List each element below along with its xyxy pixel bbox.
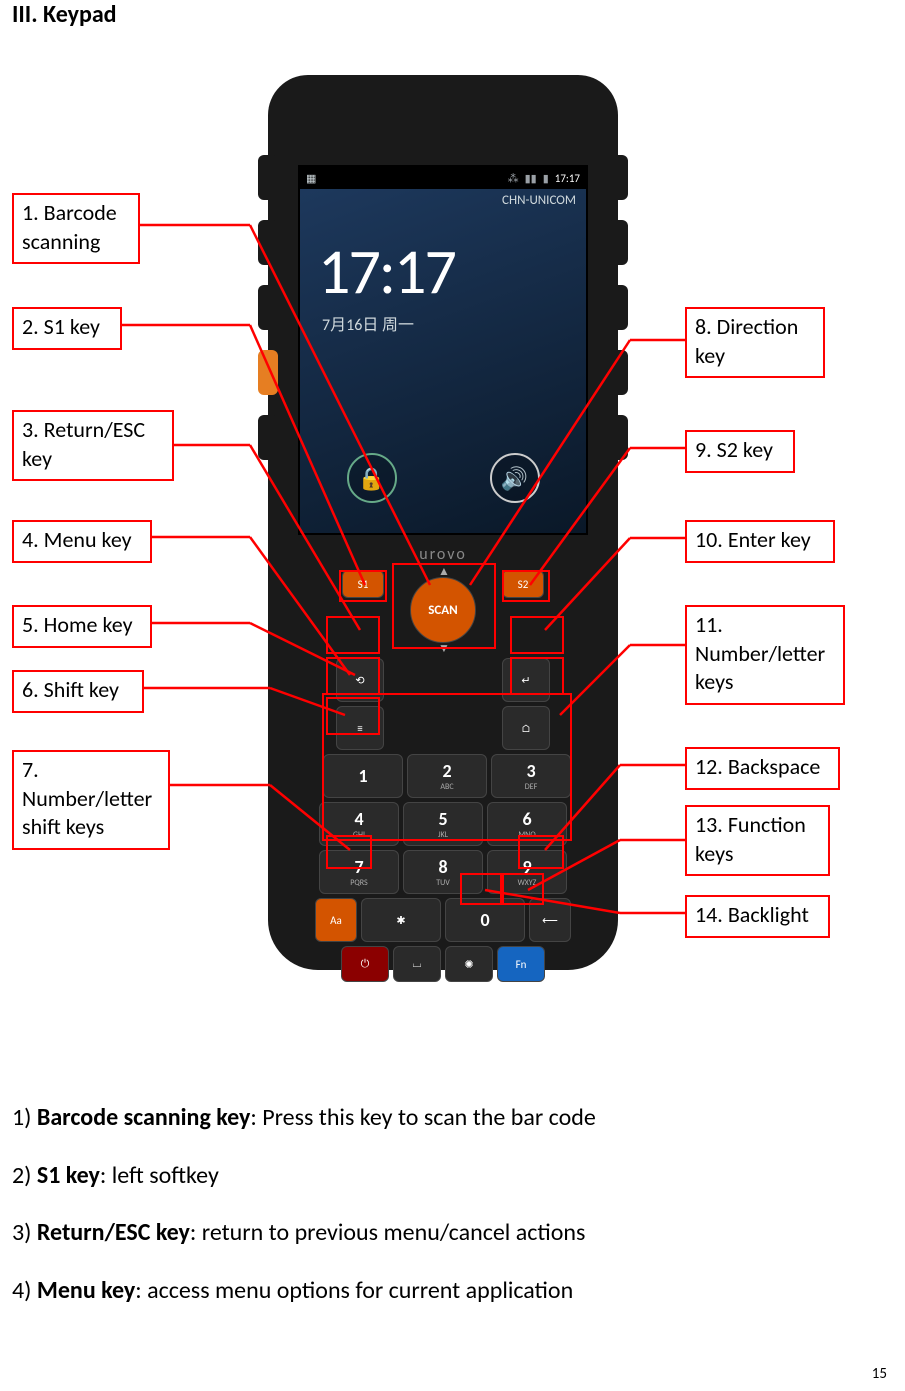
sound-icon: 🔊 [490, 453, 540, 503]
callout-c3: 3. Return/ESC key [12, 410, 174, 481]
power-key: ⏻ [341, 946, 389, 982]
callout-c1: 1. Barcode scanning [12, 193, 140, 264]
device-illustration: ▦ ⁂ ▮▮ ▮ 17:17 CHN-UNICOM 17:17 7月16日 周一… [258, 75, 628, 975]
callout-c11: 11. Number/letter keys [685, 605, 845, 705]
menu-key: ≡ [336, 706, 384, 750]
star-key: ✱ [361, 898, 441, 942]
key-1: 1 [323, 754, 403, 798]
callout-c9: 9. S2 key [685, 430, 795, 473]
direction-pad: ▲ SCAN ▼ [388, 570, 498, 650]
key-7: 7PQRS [319, 850, 399, 894]
fn-key: Fn [497, 946, 545, 982]
backspace-key: ⟵ [529, 898, 571, 942]
lock-icon: 🔒 [347, 453, 397, 503]
key-5: 5JKL [403, 802, 483, 846]
device-screen: ▦ ⁂ ▮▮ ▮ 17:17 CHN-UNICOM 17:17 7月16日 周一… [298, 165, 588, 535]
lockscreen-date: 7月16日 周一 [300, 311, 586, 335]
callout-c7: 7. Number/letter shift keys [12, 750, 170, 850]
device-brand: urovo [258, 545, 628, 564]
key-3: 3DEF [491, 754, 571, 798]
backlight-key: ✺ [445, 946, 493, 982]
description-item: 4) Menu key: access menu options for cur… [12, 1268, 872, 1314]
callout-c2: 2. S1 key [12, 307, 122, 350]
callout-c6: 6. Shift key [12, 670, 144, 713]
page-number: 15 [872, 1365, 887, 1383]
description-item: 1) Barcode scanning key: Press this key … [12, 1095, 872, 1141]
callout-c10: 10. Enter key [685, 520, 835, 563]
key-0: 0 [445, 898, 525, 942]
key-6: 6MNO [487, 802, 567, 846]
description-item: 2) S1 key: left softkey [12, 1153, 872, 1199]
key-4: 4GHI [319, 802, 399, 846]
home-key: ⌂ [502, 706, 550, 750]
callout-c14: 14. Backlight [685, 895, 830, 938]
status-bar: ▦ ⁂ ▮▮ ▮ 17:17 [300, 167, 586, 189]
callout-c12: 12. Backspace [685, 747, 840, 790]
callout-c4: 4. Menu key [12, 520, 152, 563]
esc-key: ⟲ [336, 658, 384, 702]
callout-c8: 8. Direction key [685, 307, 825, 378]
section-heading: III. Keypad [12, 0, 117, 29]
keypad-panel: S1 ▲ SCAN ▼ S2 ⟲ ↵ ≡ ⌂ ⇧ [313, 570, 573, 930]
description-item: 3) Return/ESC key: return to previous me… [12, 1210, 872, 1256]
status-time: 17:17 [555, 172, 580, 185]
carrier-text: CHN-UNICOM [300, 189, 586, 208]
s2-key: S2 [502, 570, 544, 598]
scan-key: SCAN [410, 577, 476, 643]
status-battery-icon: ▮ [543, 172, 549, 185]
key-9: 9WXYZ [487, 850, 567, 894]
space-key: ⌴ [393, 946, 441, 982]
key-2: 2ABC [407, 754, 487, 798]
callout-c13: 13. Function keys [685, 805, 830, 876]
s1-key: S1 [342, 570, 384, 598]
status-signal-icon: ▮▮ [525, 172, 537, 185]
aa-shift-key: Aa [315, 898, 357, 942]
callout-c5: 5. Home key [12, 605, 152, 648]
lockscreen-time: 17:17 [300, 208, 586, 311]
key-8: 8TUV [403, 850, 483, 894]
keypad-diagram: ▦ ⁂ ▮▮ ▮ 17:17 CHN-UNICOM 17:17 7月16日 周一… [0, 75, 905, 1025]
status-carrier-icon: ▦ [306, 172, 502, 185]
key-descriptions: 1) Barcode scanning key: Press this key … [12, 1095, 872, 1325]
enter-key: ↵ [502, 658, 550, 702]
status-bt-icon: ⁂ [508, 172, 519, 185]
